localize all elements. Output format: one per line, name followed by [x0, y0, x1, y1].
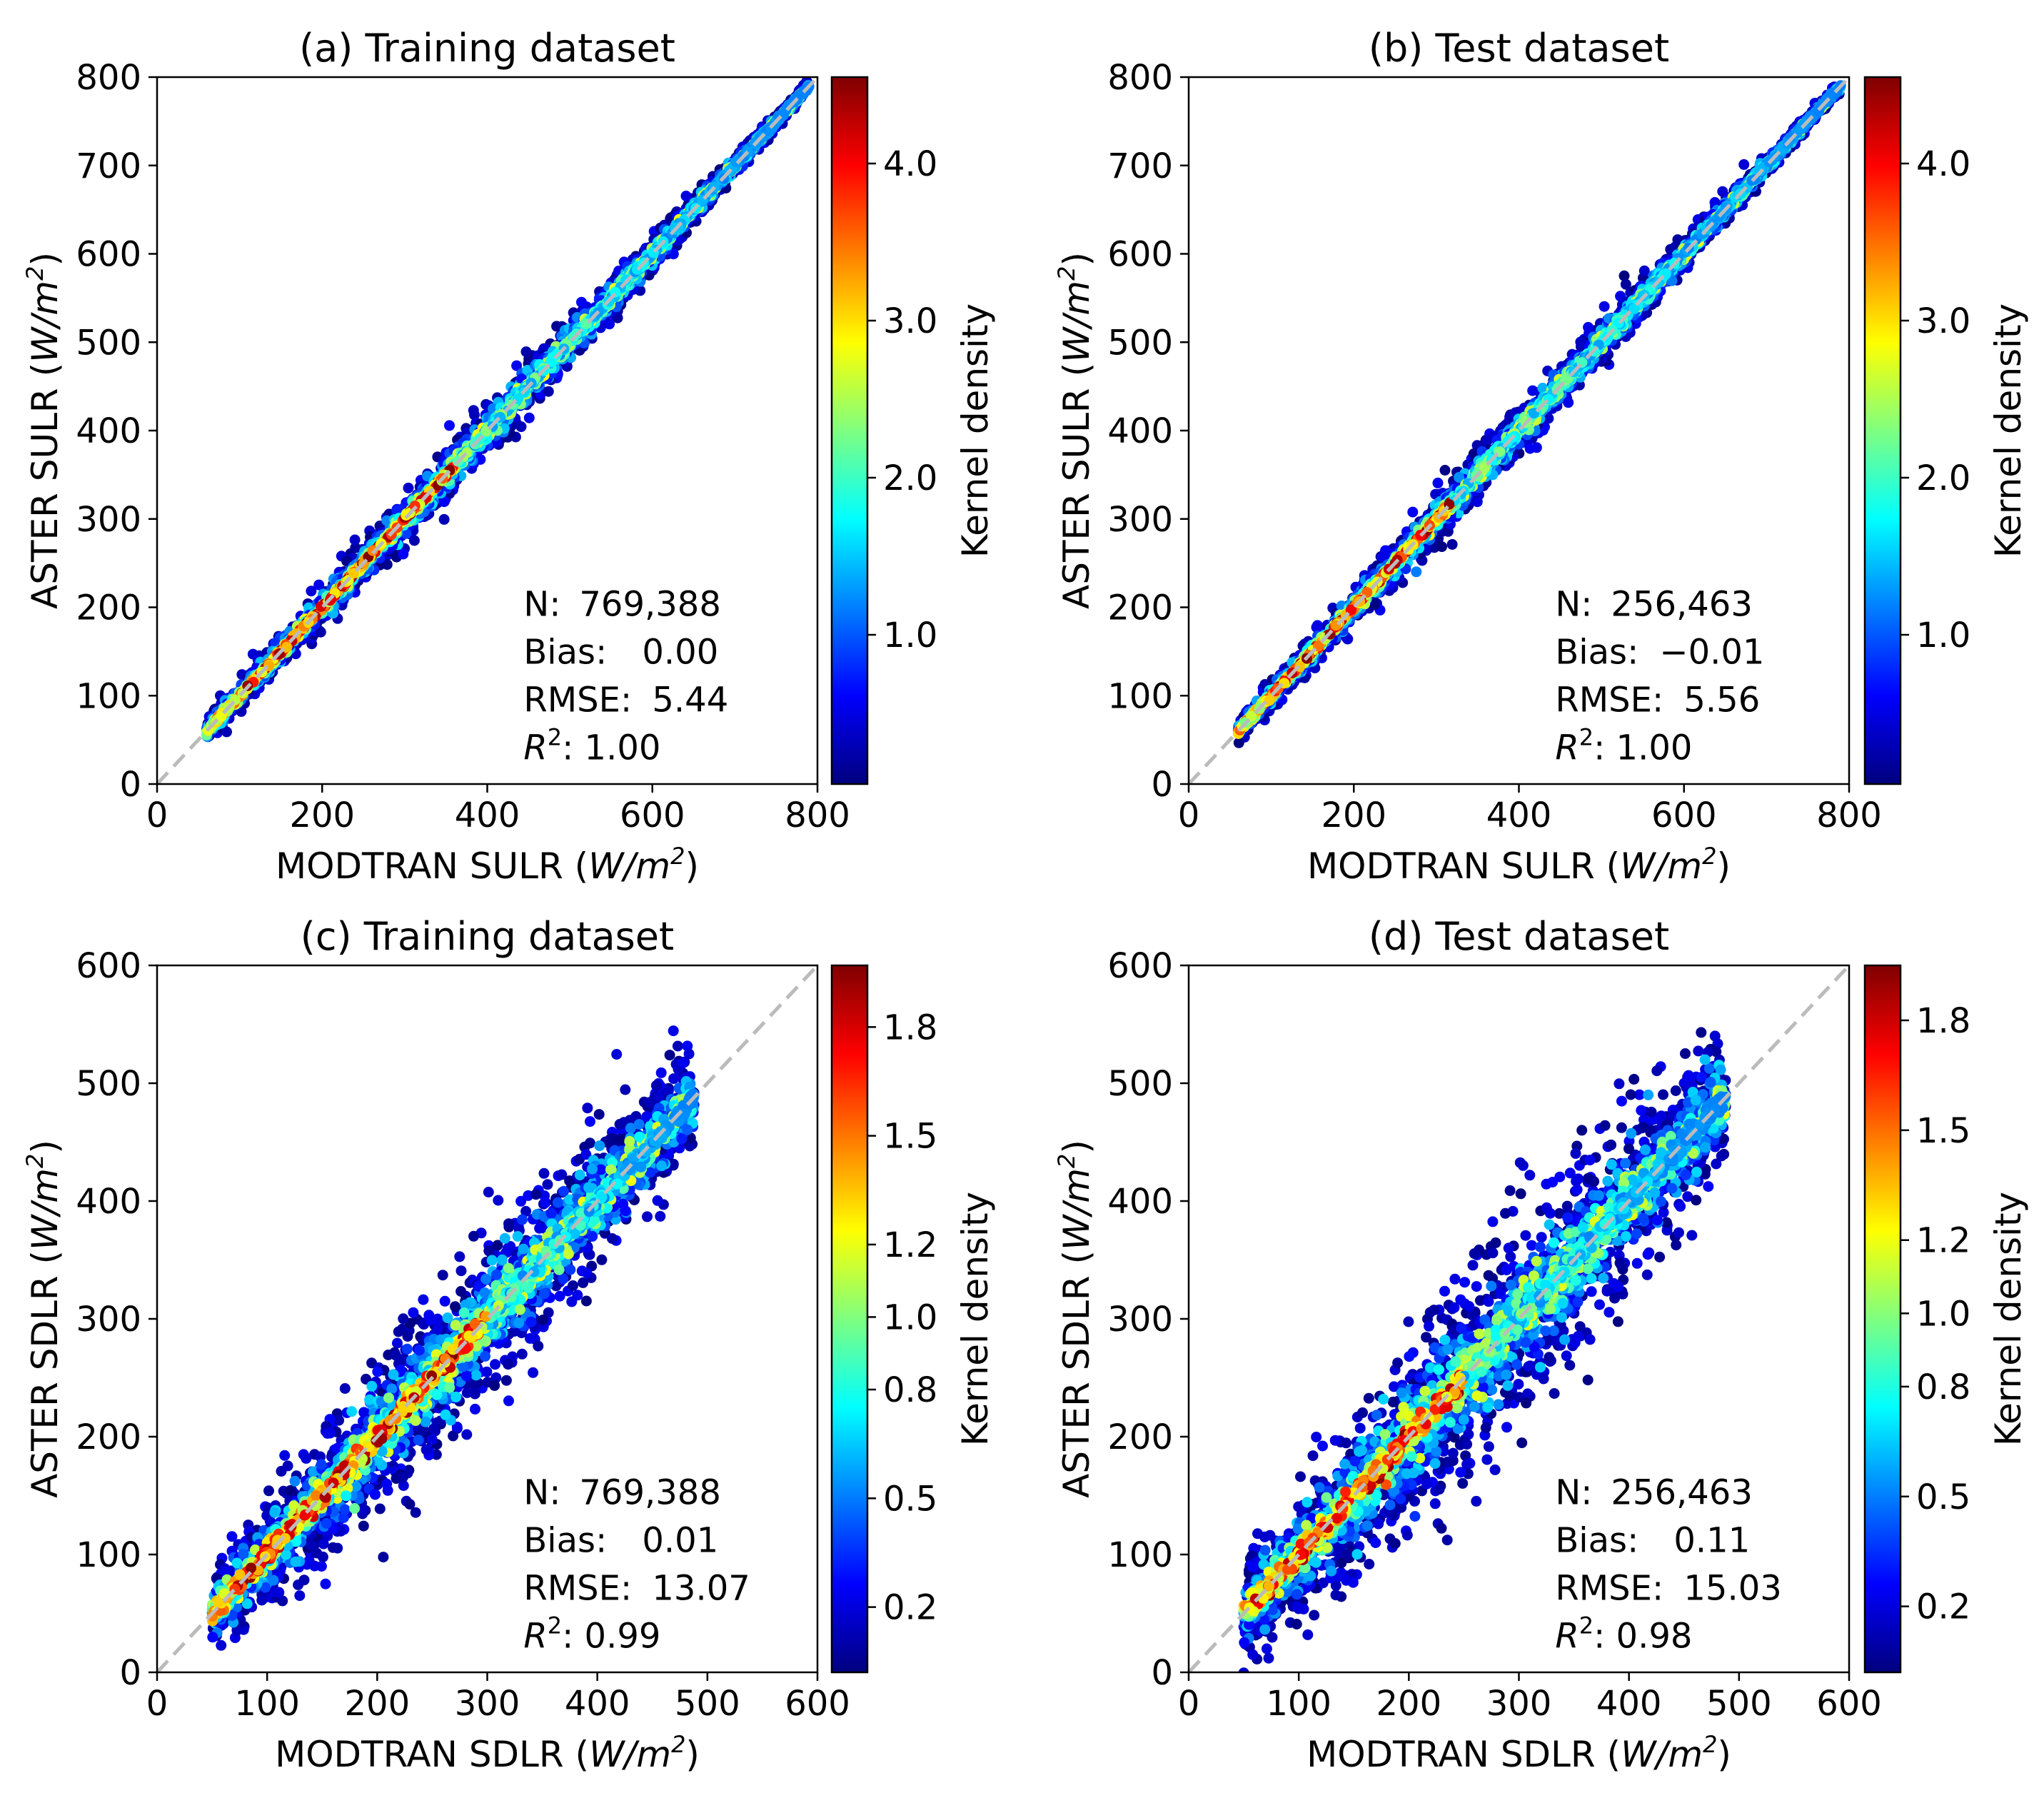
y-tick-label: 700 — [76, 146, 141, 186]
scatter-point — [349, 534, 361, 546]
y-axis-label-unit: W/m — [24, 281, 66, 363]
y-tick-label: 0 — [119, 765, 141, 805]
colorbar-tick-label: 3.0 — [883, 301, 937, 341]
y-axis-label: ASTER SULR (W/m2) — [21, 252, 66, 609]
x-tick-label: 600 — [620, 795, 685, 835]
stat-r2-exp: 2 — [548, 723, 562, 750]
scatter-point — [515, 421, 527, 433]
colorbar-tick-label: 4.0 — [883, 144, 937, 184]
x-tick-label: 0 — [146, 795, 168, 835]
scatter-point — [401, 528, 412, 539]
identity-line — [156, 76, 819, 785]
panel-a: (a) Training dataset 0 200 400 600 800 0 100 200… — [21, 26, 996, 887]
scatter-point — [543, 386, 554, 397]
y-tick-label: 100 — [76, 676, 141, 716]
stat-r2-value: 1.00 — [573, 728, 660, 768]
scatter-point — [468, 405, 479, 416]
x-tick-label: 400 — [455, 795, 520, 835]
panel-title: (a) Training dataset — [299, 26, 675, 71]
y-tick-label: 300 — [76, 500, 141, 540]
y-tick-label: 400 — [76, 411, 141, 451]
scatter-point — [680, 191, 692, 201]
stat-bias-label: Bias: — [523, 632, 607, 672]
stat-rmse-label: RMSE: — [523, 680, 632, 720]
x-axis-label-paren: ( — [563, 845, 588, 887]
scatter-point — [523, 412, 535, 423]
x-axis-label: MODTRAN SULR (W/m2) — [276, 843, 699, 887]
scatter-point — [1738, 159, 1750, 170]
stat-n-label: N: — [523, 584, 560, 624]
scatter-point-core — [777, 107, 789, 119]
stat-r2: R2: 1.00 — [523, 723, 660, 768]
scatter-point — [315, 626, 326, 638]
scatter-point — [306, 586, 317, 597]
x-axis-label-unit: W/m — [588, 845, 670, 887]
y-axis-label-text: ASTER SULR — [24, 388, 66, 609]
scatter-point — [403, 482, 414, 493]
y-tick-label: 200 — [76, 588, 141, 628]
scatter-point — [604, 318, 615, 330]
y-tick-label: 600 — [76, 235, 141, 275]
colorbar-label: Kernel density — [955, 303, 996, 558]
stat-bias-value: 0.00 — [642, 632, 718, 672]
stat-r2-colon: : — [562, 728, 573, 768]
panel-title: (b) Test dataset — [1369, 26, 1669, 71]
scatter-point — [520, 346, 532, 358]
scatter-point — [221, 726, 232, 738]
scatter-point — [247, 648, 258, 660]
y-axis-label-paren: ( — [24, 363, 66, 388]
stat-rmse-value: 5.44 — [652, 680, 728, 720]
y-tick-label: 500 — [76, 323, 141, 363]
x-axis-label-unit-exp: 2 — [670, 843, 685, 870]
y-axis-label-paren: ) — [24, 252, 66, 266]
x-tick-label: 800 — [785, 795, 850, 835]
colorbar-tick-label: 1.0 — [883, 616, 937, 656]
scatter-point — [439, 496, 450, 507]
scatter-point — [350, 542, 361, 553]
scatter-point — [398, 548, 409, 560]
colorbar — [830, 76, 869, 785]
colorbar-tick-label: 2.0 — [883, 458, 937, 498]
y-tick-label: 800 — [76, 58, 141, 98]
x-tick-label: 200 — [289, 795, 355, 835]
scatter-point — [511, 360, 523, 371]
scatter-point-core — [216, 711, 226, 723]
stat-r2-label: R — [523, 728, 547, 768]
scatter-point — [438, 513, 450, 525]
scatter-point — [313, 579, 325, 591]
x-axis-label-paren: ) — [685, 845, 699, 887]
y-axis-label-unit-exp: 2 — [21, 266, 49, 281]
stat-n-value: 769,388 — [579, 584, 721, 624]
x-axis-label-text: MODTRAN SULR — [276, 845, 563, 887]
scatter-point — [444, 420, 455, 431]
